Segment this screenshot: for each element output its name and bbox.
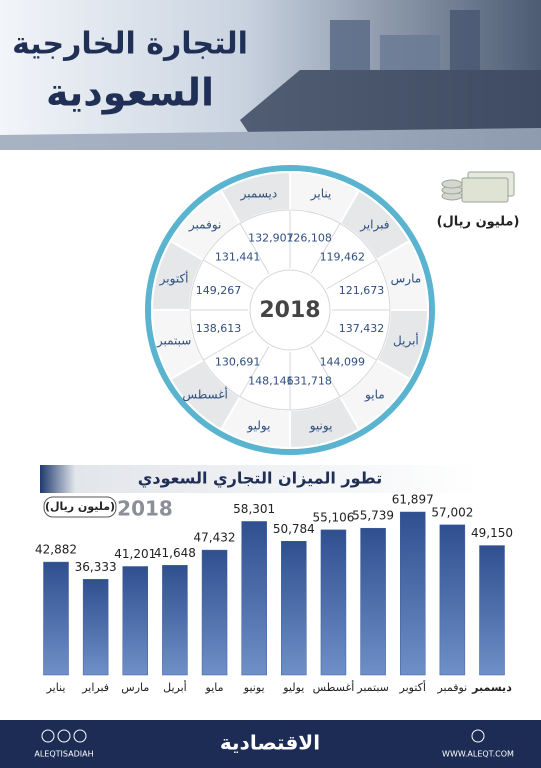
value-label: 57,002 <box>431 505 473 519</box>
divider <box>310 346 341 397</box>
x-tick-label: ديسمبر <box>471 681 512 694</box>
bar <box>122 566 149 676</box>
footer-handle: ALEQTISADIAH <box>34 750 93 759</box>
value-label: 49,150 <box>471 526 513 540</box>
month-label: فبراير <box>359 218 389 233</box>
bar <box>43 561 69 676</box>
month-label: ديسمبر <box>240 187 278 202</box>
month-label: أغسطس <box>182 386 227 402</box>
bar <box>82 579 109 676</box>
value-label: 149,267 <box>196 284 242 297</box>
footer <box>0 720 541 768</box>
unit-label: (مليون ريال) <box>45 500 115 513</box>
x-tick-label: يوليو <box>282 681 304 694</box>
value-label: 131,441 <box>215 251 261 264</box>
money-icon <box>441 171 515 203</box>
banner-art <box>0 10 541 150</box>
inner-ring <box>189 209 391 411</box>
value-label: 55,106 <box>312 510 354 524</box>
value-label: 121,673 <box>339 284 385 297</box>
social-icons <box>41 729 485 743</box>
unit-label: (مليون ريال) <box>437 215 520 230</box>
month-label: نوفمبر <box>188 218 221 233</box>
bar-year: 2018 <box>117 497 173 521</box>
month-label: مايو <box>364 387 385 402</box>
x-tick-label: فبراير <box>81 681 109 694</box>
divider <box>326 330 377 361</box>
value-label: 119,462 <box>320 251 366 264</box>
footer-brand: الاقتصادية <box>220 731 320 755</box>
month-label: أكتوبر <box>159 270 189 286</box>
bar-title: تطور الميزان التجاري السعودي <box>138 469 383 489</box>
month-label: سبتمبر <box>156 334 191 349</box>
month-label: يناير <box>310 187 332 202</box>
x-tick-label: أبريل <box>163 680 187 694</box>
center-label: 2018 <box>259 298 320 323</box>
value-label: 58,301 <box>233 502 275 516</box>
month-label: مارس <box>391 271 422 286</box>
value-label: 130,691 <box>215 355 261 368</box>
month-label: أبريل <box>393 333 419 349</box>
bar <box>281 541 307 676</box>
x-tick-label: مايو <box>205 681 224 694</box>
bar <box>241 521 267 676</box>
x-tick-label: أغسطس <box>313 680 355 694</box>
value-label: 144,099 <box>320 355 366 368</box>
divider <box>310 223 341 274</box>
divider <box>203 259 254 290</box>
x-tick-label: مارس <box>121 681 149 694</box>
value-label: 126,108 <box>286 232 332 245</box>
value-label: 41,648 <box>154 546 196 560</box>
x-tick-label: يناير <box>46 681 66 694</box>
value-label: 138,613 <box>196 322 242 335</box>
divider <box>239 223 270 274</box>
value-label: 36,333 <box>75 560 117 574</box>
x-tick-label: أكتوبر <box>399 680 426 694</box>
divider <box>326 259 377 290</box>
value-label: 137,432 <box>339 322 385 335</box>
center-circle <box>249 269 331 351</box>
bar <box>399 511 426 676</box>
x-tick-label: يونيو <box>243 681 265 694</box>
bar <box>439 524 466 676</box>
value-label: 42,882 <box>35 543 77 557</box>
bar-title-band <box>40 465 480 493</box>
bar <box>162 565 188 676</box>
x-tick-label: نوفمبر <box>436 681 467 694</box>
divider <box>203 330 254 361</box>
month-label: يونيو <box>309 418 333 433</box>
bar <box>201 549 228 676</box>
value-label: 61,897 <box>392 493 434 507</box>
value-label: 131,718 <box>286 374 332 387</box>
value-label: 132,907 <box>248 232 294 245</box>
value-label: 148,146 <box>248 374 294 387</box>
value-label: 47,432 <box>194 531 236 545</box>
month-label: يوليو <box>246 418 270 433</box>
banner-title: التجارة الخارجية <box>12 27 248 62</box>
banner-title: السعودية <box>46 71 214 115</box>
unit-badge <box>43 496 117 518</box>
footer-website: WWW.ALEQT.COM <box>442 750 514 759</box>
value-label: 41,201 <box>114 547 156 561</box>
x-tick-label: سبتمبر <box>356 681 389 694</box>
bar <box>360 527 386 676</box>
value-label: 55,739 <box>352 509 394 523</box>
divider <box>239 346 270 397</box>
value-label: 50,784 <box>273 522 315 536</box>
bar <box>320 529 347 676</box>
bar <box>479 545 505 676</box>
